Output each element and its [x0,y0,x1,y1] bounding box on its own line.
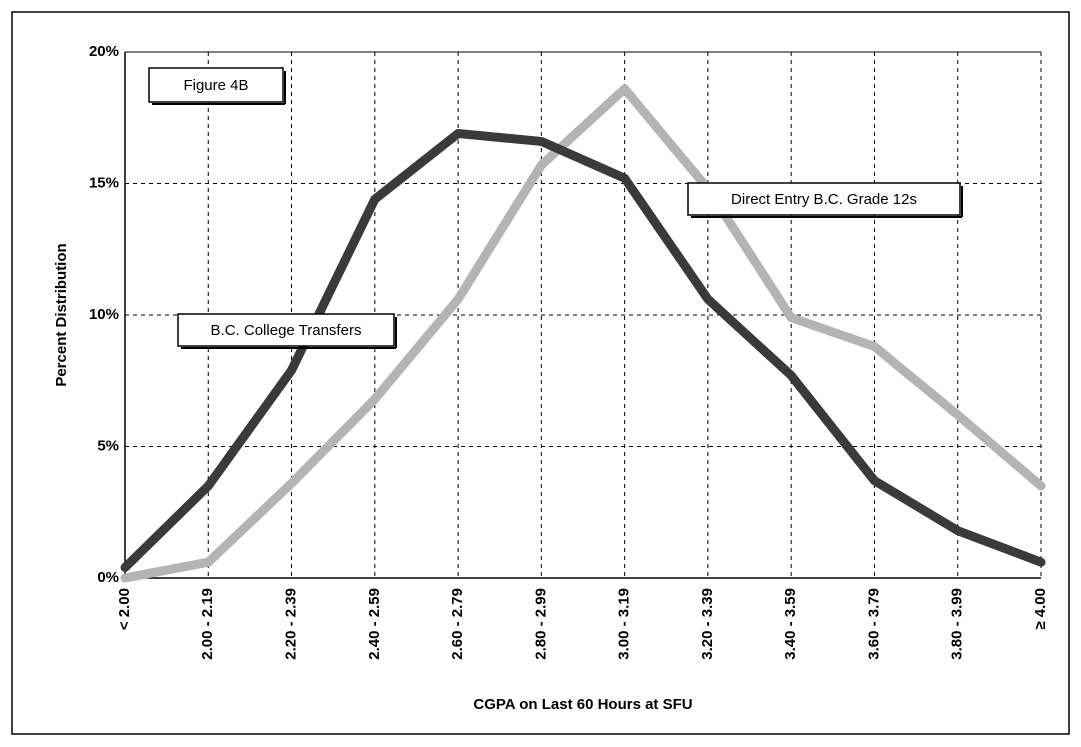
series-line [120,84,1046,583]
y-tick-label: 15% [89,174,119,191]
x-tick-label: 3.20 - 3.39 [699,588,716,660]
x-tick-label: 3.60 - 3.79 [865,588,882,660]
x-tick-label: < 2.00 [116,588,133,630]
chart-title-box [148,67,284,103]
x-tick-label: 2.80 - 2.99 [532,588,549,660]
chart-title: Figure 4B [183,77,248,94]
y-tick-label: 10% [89,306,119,323]
series-label-box [687,182,961,216]
x-tick-label: 2.40 - 2.59 [366,588,383,660]
x-tick-label: 3.40 - 3.59 [782,588,799,660]
series-label: Direct Entry B.C. Grade 12s [731,191,917,208]
x-tick-label: 3.00 - 3.19 [616,588,633,660]
x-tick-label: 2.20 - 2.39 [283,588,300,660]
y-tick-label: 20% [89,43,119,60]
x-tick-label: 3.80 - 3.99 [949,588,966,660]
series-label: B.C. College Transfers [211,322,362,339]
series-line [120,129,1046,572]
y-tick-label: 0% [97,569,119,586]
x-tick-label: 2.60 - 2.79 [449,588,466,660]
x-tick-label: ≥ 4.00 [1032,588,1049,630]
figure-border [11,11,1070,735]
y-axis-label: Percent Distribution [53,243,70,386]
series-label-box [177,313,395,347]
y-tick-label: 5% [97,437,119,454]
x-tick-label: 2.00 - 2.19 [199,588,216,660]
x-axis-label: CGPA on Last 60 Hours at SFU [473,696,692,713]
